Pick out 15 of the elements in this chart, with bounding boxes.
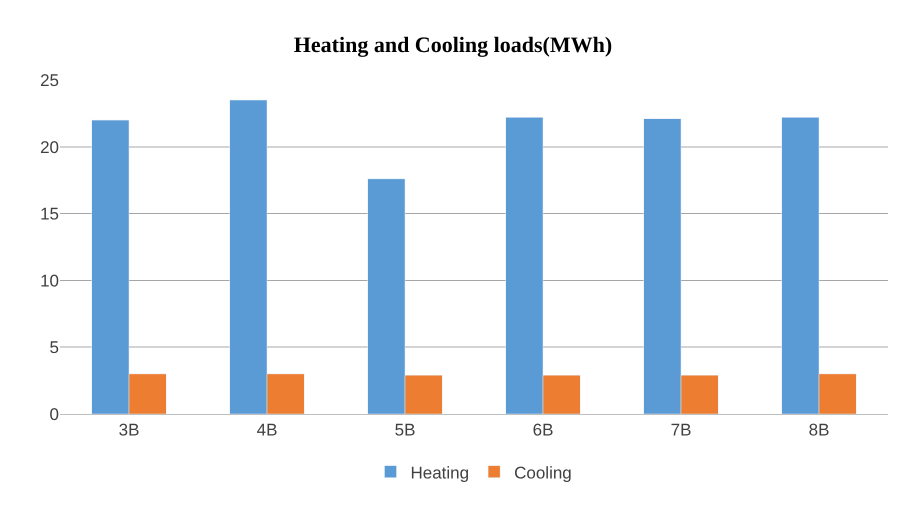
y-tick-label: 5: [50, 338, 59, 358]
y-tick-label: 10: [40, 271, 59, 290]
legend-label: Heating: [410, 463, 470, 482]
x-tick-label: 7B: [670, 420, 692, 440]
y-tick-label: 0: [50, 404, 59, 424]
x-tick-label: 5B: [394, 420, 416, 440]
x-tick-label: 8B: [808, 420, 830, 440]
x-tick-label: 4B: [256, 420, 278, 440]
x-tick-label: 6B: [532, 420, 554, 440]
chart-title: Heating and Cooling loads(MWh): [294, 32, 612, 58]
y-tick-label: 25: [40, 70, 59, 90]
y-tick-label: 15: [40, 204, 59, 224]
y-tick-label: 20: [40, 138, 59, 157]
legend-label: Cooling: [514, 463, 572, 482]
x-tick-label: 3B: [118, 420, 140, 440]
